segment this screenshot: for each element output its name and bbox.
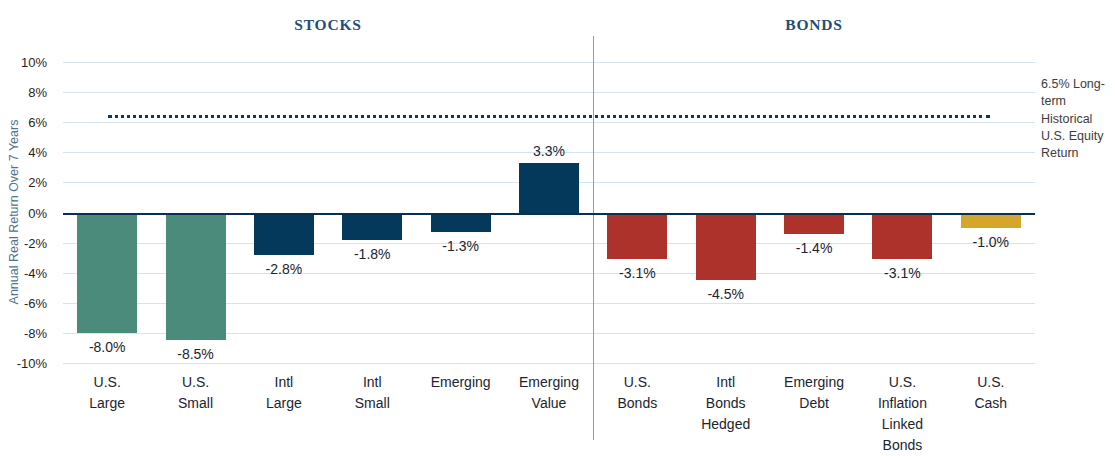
bar xyxy=(254,213,314,255)
y-tick-label: -6% xyxy=(24,295,47,310)
x-category-label: Emerging Value xyxy=(505,372,593,456)
bar-value-label: 3.3% xyxy=(533,143,565,159)
stocks-section-header: STOCKS xyxy=(63,16,593,34)
y-tick-label: 8% xyxy=(28,85,47,100)
bar-value-label: -1.3% xyxy=(442,238,479,254)
y-tick-label: 2% xyxy=(28,175,47,190)
y-tick-label: 10% xyxy=(21,55,47,70)
reference-line xyxy=(108,115,990,118)
bar xyxy=(696,213,756,281)
x-category-label: U.S. Large xyxy=(63,372,151,456)
x-category-label: Emerging xyxy=(416,372,504,456)
plot-area: -8.0% -8.5% -2.8% -1.8% -1.3% 3.3% -3.1% -4.5% -… xyxy=(63,62,1035,363)
bar xyxy=(784,213,844,234)
x-category-label: U.S. Cash xyxy=(947,372,1035,456)
y-tick-labels: 10%8%6%4%2%0%-2%-4%-6%-8%-10% xyxy=(0,62,52,363)
x-category-label: Intl Small xyxy=(328,372,416,456)
bar xyxy=(431,213,491,233)
y-tick-label: -2% xyxy=(24,235,47,250)
zero-axis-line xyxy=(63,213,1035,215)
x-category-label: Emerging Debt xyxy=(770,372,858,456)
bar-value-label: -1.0% xyxy=(972,234,1009,250)
real-return-bar-chart: STOCKS BONDS Annual Real Return Over 7 Y… xyxy=(0,0,1115,456)
reference-line-annotation: 6.5% Long- term Historical U.S. Equity R… xyxy=(1041,76,1113,162)
bar-value-label: -3.1% xyxy=(619,265,656,281)
y-tick-label: -8% xyxy=(24,325,47,340)
bar xyxy=(961,213,1021,228)
y-tick-label: -10% xyxy=(17,356,47,371)
bar xyxy=(342,213,402,240)
bar-value-label: -2.8% xyxy=(266,261,303,277)
y-tick-label: -4% xyxy=(24,265,47,280)
bar-value-label: -8.0% xyxy=(89,339,126,355)
bar xyxy=(872,213,932,260)
bar-value-label: -1.8% xyxy=(354,246,391,262)
bar-value-label: -3.1% xyxy=(884,265,921,281)
x-category-label: U.S. Bonds xyxy=(593,372,681,456)
x-axis-category-labels: U.S. LargeU.S. SmallIntl LargeIntl Small… xyxy=(63,372,1035,456)
y-tick-label: 6% xyxy=(28,115,47,130)
bonds-section-header: BONDS xyxy=(593,16,1035,34)
bar-value-label: -8.5% xyxy=(177,346,214,362)
bar xyxy=(607,213,667,260)
bar xyxy=(77,213,137,333)
y-tick-label: 4% xyxy=(28,145,47,160)
x-category-label: U.S. Inflation Linked Bonds xyxy=(858,372,946,456)
gridline xyxy=(63,363,1035,364)
x-category-label: U.S. Small xyxy=(151,372,239,456)
bar xyxy=(166,213,226,341)
x-category-label: Intl Large xyxy=(240,372,328,456)
bar-value-label: -4.5% xyxy=(707,286,744,302)
bar-value-label: -1.4% xyxy=(796,240,833,256)
x-category-label: Intl Bonds Hedged xyxy=(682,372,770,456)
bar xyxy=(519,163,579,213)
y-tick-label: 0% xyxy=(28,205,47,220)
